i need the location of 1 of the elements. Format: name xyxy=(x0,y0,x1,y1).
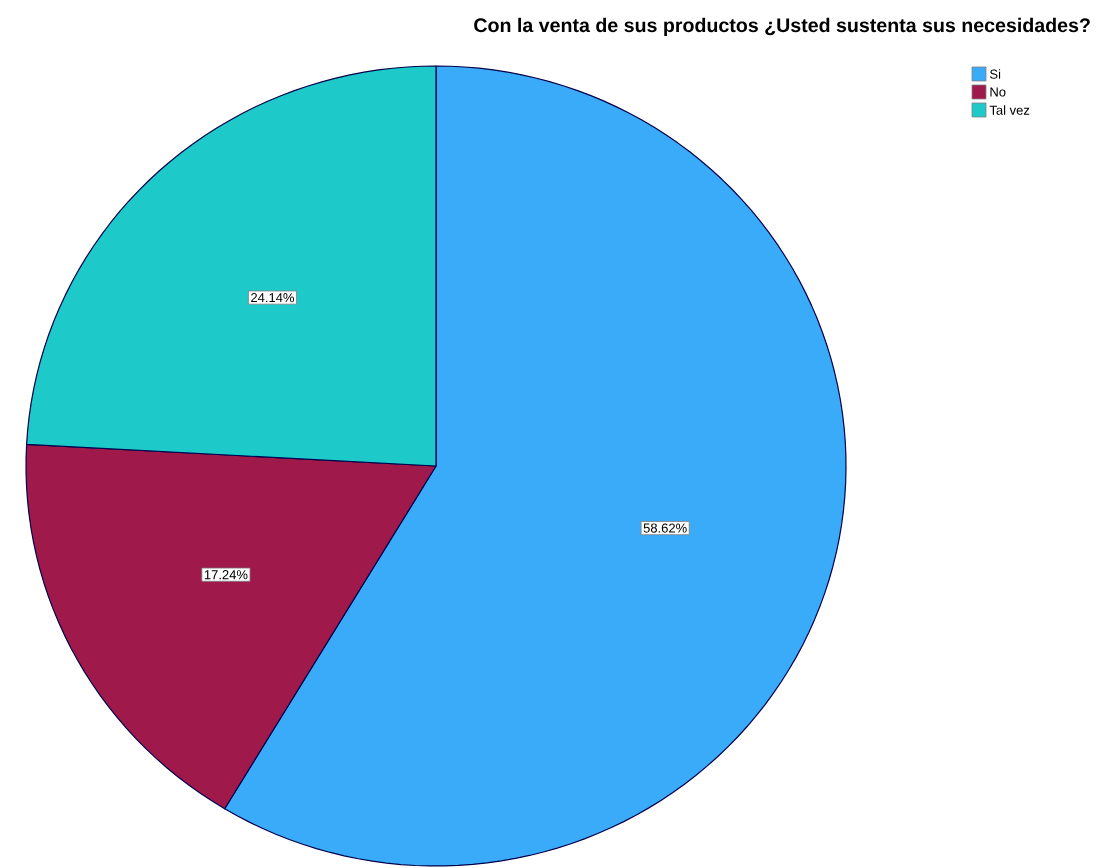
chart-title: Con la venta de sus productos ¿Usted sustenta sus necesidades? xyxy=(474,17,1090,37)
